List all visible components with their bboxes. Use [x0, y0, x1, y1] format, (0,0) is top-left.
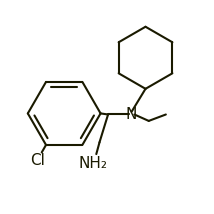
Text: N: N: [126, 107, 137, 122]
Text: Cl: Cl: [30, 153, 45, 168]
Text: NH₂: NH₂: [79, 156, 108, 171]
